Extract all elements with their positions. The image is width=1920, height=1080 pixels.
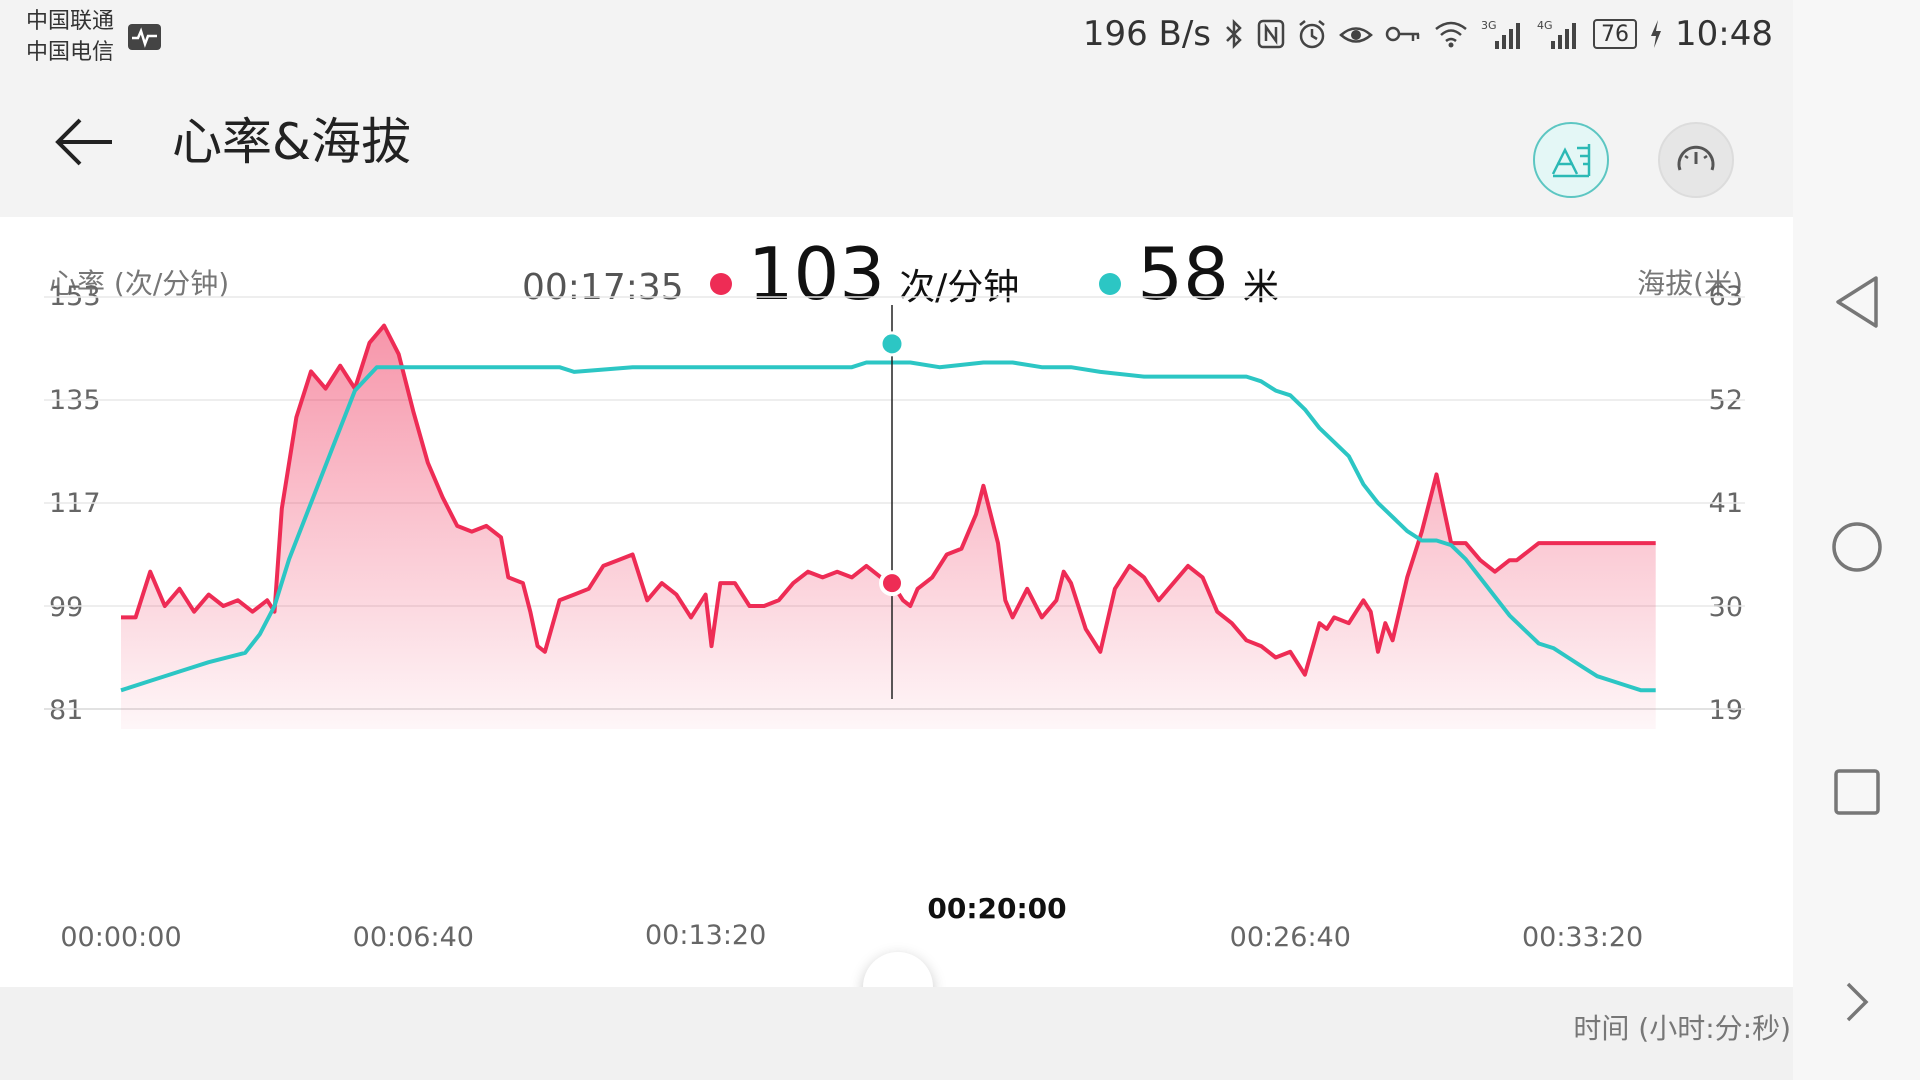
x-tick-2: 00:13:20 — [645, 920, 767, 951]
heart-rate-dot — [709, 273, 732, 295]
nav-expand-button[interactable] — [1817, 962, 1897, 1042]
heart-rate-altitude-chart[interactable] — [0, 217, 1793, 987]
nav-home-button[interactable] — [1817, 507, 1897, 587]
status-bar: 中国联通 中国电信 196 B/s — [0, 0, 1793, 82]
charging-icon — [1649, 16, 1663, 52]
signal-4g-icon: 4G — [1537, 16, 1581, 52]
heart-rate-unit: 次/分钟 — [899, 267, 1020, 308]
net-4g-label: 4G — [1537, 19, 1553, 32]
square-recents-icon — [1834, 769, 1880, 815]
network-speed: 196 B/s — [1082, 14, 1212, 54]
wifi-icon — [1433, 16, 1469, 52]
altitude-mode-icon — [1551, 144, 1591, 178]
back-button[interactable] — [50, 112, 122, 172]
x-tick-3: 00:26:40 — [1229, 922, 1351, 953]
left-axis-label: 心率 (次/分钟) — [49, 267, 230, 300]
clock: 10:48 — [1675, 14, 1773, 54]
circle-home-icon — [1832, 522, 1882, 572]
net-3g-label: 3G — [1481, 19, 1497, 32]
battery-icon: 76 — [1593, 19, 1638, 49]
y-left-tick-81: 81 — [49, 695, 84, 726]
speedometer-icon — [1677, 145, 1715, 171]
activity-icon — [128, 24, 161, 50]
nfc-icon — [1257, 16, 1285, 52]
alarm-icon — [1297, 16, 1327, 52]
x-tick-0: 00:00:00 — [60, 922, 182, 953]
y-right-tick-19: 19 — [1708, 695, 1743, 726]
value-readout: 00:17:35 103 次/分钟 58 米 — [522, 232, 1359, 322]
x-tick-4: 00:33:20 — [1521, 922, 1644, 953]
carrier-2: 中国电信 — [26, 40, 115, 65]
x-axis-title: 时间 (小时:分:秒) — [1573, 1012, 1791, 1045]
altitude-value: 58 — [1137, 232, 1229, 316]
x-tick-1: 00:06:40 — [352, 922, 474, 953]
altitude-dot — [1099, 273, 1122, 295]
app-screen: 中国联通 中国电信 196 B/s — [0, 0, 1793, 1080]
chart-card: 心率 (次/分钟) 海拔(米) 00:17:35 103 次/分钟 58 米 1… — [0, 217, 1793, 987]
eye-icon — [1339, 16, 1373, 52]
marker-time-label: 00:20:00 — [927, 892, 1067, 925]
bluetooth-icon — [1223, 16, 1245, 52]
arrow-left-icon — [55, 118, 112, 166]
system-nav-bar — [1793, 0, 1920, 1080]
cursor-heart-rate-point — [879, 570, 905, 597]
heart-rate-value: 103 — [747, 232, 886, 316]
key-icon — [1385, 16, 1421, 52]
cursor-altitude-point — [879, 331, 905, 357]
signal-3g-icon: 3G — [1481, 16, 1525, 52]
status-right: 196 B/s 3G 4G — [1083, 14, 1773, 54]
title-bar: 心率&海拔 — [0, 82, 1793, 217]
nav-recents-button[interactable] — [1817, 752, 1897, 832]
right-axis-label: 海拔(米) — [1637, 267, 1743, 300]
carrier-1: 中国联通 — [26, 9, 115, 34]
heart-rate-line — [121, 323, 1656, 677]
altitude-unit: 米 — [1242, 267, 1279, 308]
altitude-line — [120, 360, 1656, 693]
speed-button[interactable] — [1658, 122, 1734, 198]
page-title: 心率&海拔 — [172, 113, 411, 171]
carrier-info: 中国联通 中国电信 — [26, 6, 114, 68]
readout-time: 00:17:35 — [522, 267, 684, 308]
y-right-tick-30: 30 — [1708, 592, 1743, 623]
battery-level: 76 — [1601, 21, 1630, 47]
triangle-back-icon — [1836, 276, 1878, 328]
y-left-tick-99: 99 — [49, 592, 84, 623]
nav-back-button[interactable] — [1817, 262, 1897, 342]
heart-rate-area — [121, 325, 1656, 729]
bottom-area: 时间 (小时:分:秒) — [0, 987, 1793, 1080]
chevron-right-icon — [1846, 982, 1869, 1022]
altitude-mode-button[interactable] — [1533, 122, 1609, 198]
